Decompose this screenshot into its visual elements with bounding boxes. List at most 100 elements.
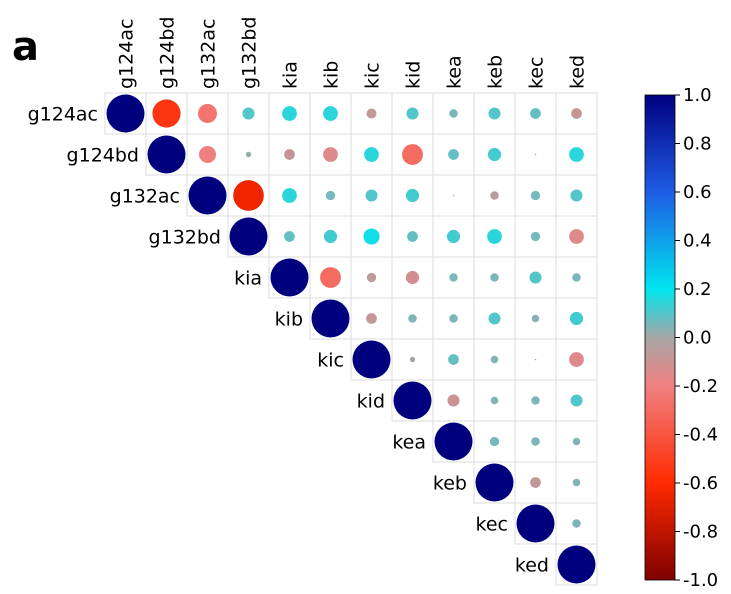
correlation-circle-g124ac-g132ac	[198, 104, 217, 123]
correlation-circle-g124bd-g132bd	[245, 151, 252, 158]
correlation-circle-kia-kia	[270, 258, 309, 297]
row-label-kia: kia	[234, 268, 262, 290]
row-label-kea: kea	[392, 432, 426, 454]
correlation-circle-g124ac-kic	[366, 108, 377, 119]
correlation-circle-g124bd-kic	[364, 147, 379, 162]
correlation-circle-g124ac-g132bd	[242, 107, 255, 120]
row-label-kic: kic	[317, 350, 344, 372]
correlation-circle-g124bd-ked	[569, 147, 584, 162]
colorbar-tick-label: -0.4	[683, 425, 718, 446]
correlation-circle-kib-ked	[569, 311, 584, 326]
correlation-circle-kia-kea	[449, 273, 458, 282]
correlation-circle-kea-keb	[489, 436, 500, 447]
correlation-circle-g124bd-kec	[534, 153, 537, 156]
column-label-kia: kia	[280, 61, 302, 89]
panel-letter: a	[12, 24, 39, 70]
correlation-circle-g132bd-kia	[284, 231, 295, 242]
correlation-circle-kia-ked	[572, 273, 581, 282]
row-label-keb: keb	[433, 473, 467, 495]
column-label-kea: kea	[444, 55, 466, 89]
column-label-g132bd: g132bd	[239, 17, 261, 89]
correlation-circle-g124bd-kea	[448, 149, 459, 160]
correlation-circle-kic-ked	[569, 352, 584, 367]
correlation-circle-kib-kea	[449, 314, 458, 323]
correlation-circle-g124ac-kec	[530, 108, 541, 119]
row-label-g124ac: g124ac	[28, 104, 98, 126]
matrix-cells	[104, 92, 598, 586]
column-label-kib: kib	[321, 61, 343, 89]
correlation-circle-g124ac-g124ac	[106, 94, 145, 133]
correlation-circle-g132ac-kic	[365, 189, 378, 202]
colorbar-tick-label: 0.0	[683, 328, 712, 349]
correlation-circle-g132bd-keb	[487, 229, 502, 244]
correlation-circle-g132ac-g132ac	[188, 176, 227, 215]
row-labels: g124acg124bdg132acg132bdkiakibkickidkeak…	[28, 104, 549, 577]
correlation-circle-g132bd-kid	[407, 231, 418, 242]
correlation-circle-kia-keb	[490, 273, 499, 282]
column-labels: g124ac g124bd g132ac g132bd kia kib kic kid kea k…	[116, 17, 589, 89]
correlation-circle-g124bd-g124bd	[147, 135, 186, 174]
correlation-circle-keb-kec	[530, 477, 541, 488]
correlation-circle-keb-ked	[572, 478, 581, 487]
correlation-circle-g124ac-kib	[323, 106, 338, 121]
column-label-ked: ked	[567, 55, 589, 89]
correlation-circle-g132ac-g132bd	[233, 180, 264, 211]
correlation-circle-kia-kib	[320, 267, 341, 288]
colorbar-tick-label: -1.0	[683, 570, 718, 591]
correlation-circle-g132ac-kib	[325, 190, 336, 201]
correlation-circle-kea-kec	[531, 437, 540, 446]
matrix-cell	[391, 92, 434, 135]
correlation-circle-kid-kid	[393, 381, 432, 420]
correlation-circle-g124bd-kid	[402, 144, 423, 165]
correlation-circle-g124bd-kia	[284, 149, 295, 160]
correlation-circle-g132ac-ked	[570, 189, 583, 202]
correlation-circles	[106, 94, 596, 584]
correlation-circle-g124bd-keb	[487, 147, 502, 162]
correlation-circle-kia-kid	[405, 270, 420, 285]
colorbar-ticks: 1.0 0.8 0.6 0.4 0.2 0.0 -0.2 -0.4 -0.6 -0.8 -1.0	[675, 85, 718, 591]
correlation-circle-g132bd-kec	[530, 231, 541, 242]
correlation-circle-keb-keb	[475, 463, 514, 502]
correlation-circle-g132bd-kib	[323, 229, 338, 244]
correlation-circle-kib-kib	[311, 299, 350, 338]
colorbar	[644, 94, 676, 581]
row-label-g132ac: g132ac	[110, 186, 180, 208]
row-label-ked: ked	[515, 555, 549, 577]
matrix-cell	[514, 133, 557, 176]
colorbar-tick-label: 0.4	[683, 231, 712, 252]
colorbar-tick-label: 1.0	[683, 85, 712, 106]
correlation-circle-g132ac-kid	[405, 188, 420, 203]
correlation-circle-g124bd-kib	[323, 147, 338, 162]
colorbar-tick-label: 0.6	[683, 182, 712, 203]
correlation-circle-kea-kea	[434, 422, 473, 461]
column-label-kec: kec	[526, 57, 548, 89]
column-label-kid: kid	[403, 61, 425, 89]
correlation-circle-g132bd-g132bd	[229, 217, 268, 256]
correlation-circle-kia-kic	[366, 272, 377, 283]
row-label-g132bd: g132bd	[149, 227, 221, 249]
matrix-cell	[186, 133, 229, 176]
column-label-g124bd: g124bd	[157, 17, 179, 89]
correlation-circle-kib-kic	[366, 313, 377, 324]
correlation-circle-kic-kic	[352, 340, 391, 379]
row-label-g124bd: g124bd	[67, 145, 139, 167]
correlation-circle-kea-ked	[572, 437, 581, 446]
correlation-circle-kic-kid	[409, 356, 416, 363]
row-label-kid: kid	[357, 391, 385, 413]
correlation-circle-kic-keb	[490, 355, 499, 364]
column-label-kic: kic	[362, 62, 384, 89]
correlation-circle-kib-kid	[408, 314, 417, 323]
correlation-circle-kec-ked	[572, 519, 581, 528]
correlation-circle-g132bd-kea	[446, 229, 461, 244]
correlation-circle-kid-keb	[490, 396, 499, 405]
correlation-circle-g124ac-kid	[406, 107, 419, 120]
correlation-circle-g124bd-g132ac	[199, 146, 216, 163]
column-label-g124ac: g124ac	[116, 19, 138, 89]
correlation-circle-g124ac-kia	[282, 106, 297, 121]
correlation-circle-kid-kec	[531, 396, 540, 405]
colorbar-tick-label: -0.8	[683, 522, 718, 543]
correlation-circle-g124ac-g124bd	[152, 99, 181, 128]
correlation-circle-g132ac-kec	[530, 190, 541, 201]
correlation-circle-ked-ked	[557, 545, 596, 584]
correlation-circle-kec-kec	[516, 504, 555, 543]
